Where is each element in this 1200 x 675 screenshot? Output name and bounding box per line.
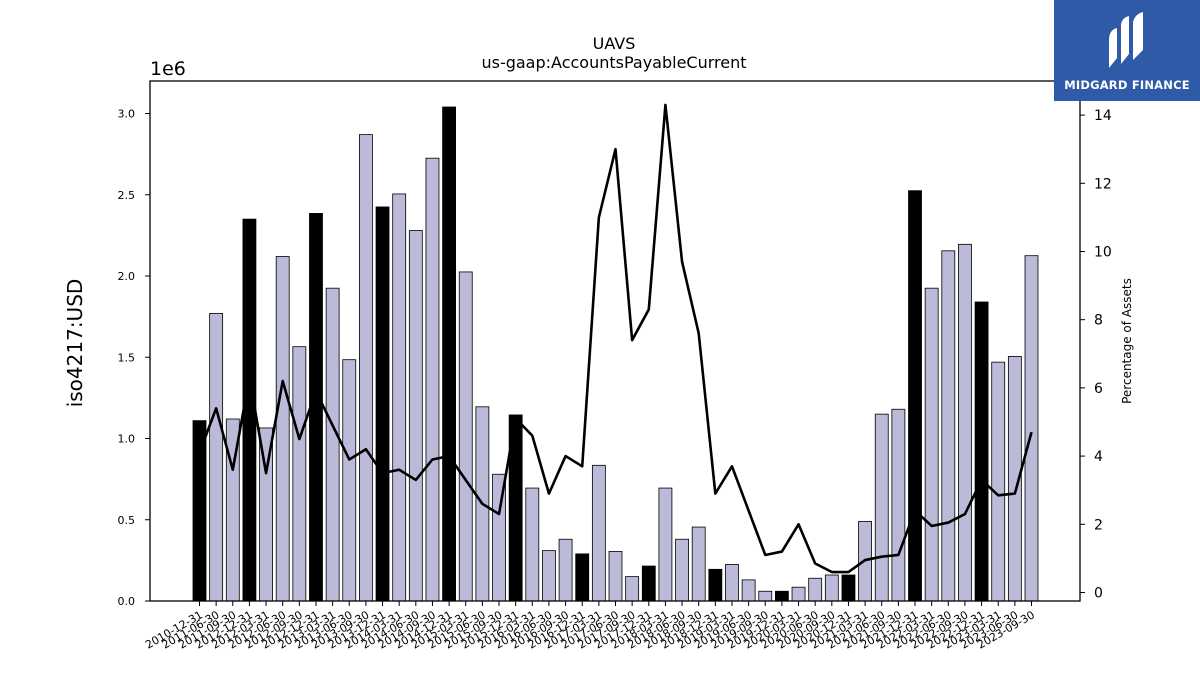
bar-2018-09-30 bbox=[691, 526, 706, 602]
bar-2017-09-30 bbox=[625, 576, 640, 602]
bar-2023-03-31 bbox=[991, 361, 1006, 602]
bar-2017-12-31 bbox=[641, 565, 656, 602]
bar-2016-06-30 bbox=[542, 550, 556, 602]
y-tick-label: 2.5 bbox=[118, 189, 136, 202]
bar-2019-03-31 bbox=[725, 564, 739, 602]
bar-2020-12-31 bbox=[841, 574, 856, 602]
bar-2019-06-30 bbox=[741, 579, 756, 602]
bar-2016-12-31 bbox=[575, 553, 590, 602]
y-axis: 0.0 0.5 1.0 1.5 2.0 2.5 3.0 bbox=[118, 108, 150, 608]
bar-2011-06-30 bbox=[209, 312, 224, 602]
bar-2014-03-31 bbox=[392, 193, 407, 602]
bar-2013-09-30 bbox=[358, 134, 373, 602]
chart-subtitle: us-gaap:AccountsPayableCurrent bbox=[481, 53, 746, 72]
y-tick-label: 0.0 bbox=[118, 595, 136, 608]
y2-axis-label: Percentage of Assets bbox=[1120, 278, 1134, 404]
bar-2017-03-31 bbox=[591, 464, 606, 602]
percent-of-assets-line bbox=[198, 103, 1033, 574]
bar-2014-12-31 bbox=[442, 106, 457, 602]
bar-2014-09-30 bbox=[425, 157, 440, 602]
y2-tick-label: 0 bbox=[1094, 585, 1103, 601]
bar-2019-09-30 bbox=[758, 590, 773, 602]
bar-2016-03-31 bbox=[525, 487, 540, 602]
bar-2010-12-31 bbox=[192, 420, 207, 602]
bar-2017-06-30 bbox=[608, 551, 623, 602]
y-tick-label: 2.0 bbox=[118, 270, 136, 283]
bar-2021-12-31 bbox=[908, 190, 922, 602]
chart-titles: UAVS us-gaap:AccountsPayableCurrent bbox=[481, 34, 746, 72]
bar-2022-12-31 bbox=[974, 301, 989, 602]
bar-2021-06-30 bbox=[874, 413, 889, 602]
y2-tick-label: 8 bbox=[1094, 313, 1103, 329]
bar-2014-06-30 bbox=[408, 230, 423, 602]
bar-2020-03-31 bbox=[791, 586, 806, 602]
brand-name: MIDGARD FINANCE bbox=[1064, 77, 1190, 92]
percent-line-series bbox=[198, 103, 1033, 574]
y-tick-label: 0.5 bbox=[118, 514, 136, 527]
bar-2018-03-31 bbox=[658, 487, 673, 602]
bar-2018-12-31 bbox=[708, 568, 723, 602]
y-tick-label: 3.0 bbox=[118, 108, 136, 121]
bar-2022-09-30 bbox=[958, 243, 972, 602]
y2-axis: 0 2 4 6 8 10 12 14 bbox=[1080, 108, 1112, 601]
x-axis: 2010-12-312011-06-302011-09-302012-12-31… bbox=[143, 601, 1037, 652]
bar-2020-09-30 bbox=[824, 574, 839, 602]
bar-2015-03-31 bbox=[458, 271, 473, 602]
y2-tick-label: 10 bbox=[1094, 244, 1112, 260]
bar-2019-12-31 bbox=[775, 590, 789, 602]
y-axis-multiplier: 1e6 bbox=[150, 58, 186, 80]
bar-2022-03-31 bbox=[924, 287, 939, 602]
bar-2016-09-30 bbox=[558, 538, 573, 602]
bar-series bbox=[192, 106, 1039, 602]
bar-2022-06-30 bbox=[941, 250, 956, 602]
bar-2018-06-30 bbox=[675, 538, 689, 602]
y-tick-label: 1.0 bbox=[118, 433, 136, 446]
bar-2020-06-30 bbox=[808, 577, 823, 602]
bar-2021-09-30 bbox=[891, 408, 906, 602]
y2-tick-label: 2 bbox=[1094, 517, 1103, 533]
bar-2013-12-31 bbox=[375, 206, 390, 602]
bar-2013-03-31 bbox=[325, 287, 340, 602]
midgard-finance-logo-icon bbox=[1109, 11, 1143, 68]
midgard-finance-logo: MIDGARD FINANCE bbox=[1054, 0, 1200, 101]
y2-tick-label: 14 bbox=[1094, 108, 1112, 124]
chart-title: UAVS bbox=[593, 34, 636, 53]
bar-2012-06-30 bbox=[275, 256, 290, 602]
bar-2012-09-30 bbox=[292, 346, 307, 602]
bar-2023-09-30 bbox=[1024, 255, 1039, 602]
y-tick-label: 1.5 bbox=[118, 351, 136, 364]
bar-2013-06-30 bbox=[342, 359, 357, 602]
y2-tick-label: 6 bbox=[1094, 381, 1103, 397]
y-axis-label: iso4217:USD bbox=[63, 279, 87, 408]
y2-tick-label: 4 bbox=[1094, 449, 1103, 465]
y2-tick-label: 12 bbox=[1094, 176, 1112, 192]
